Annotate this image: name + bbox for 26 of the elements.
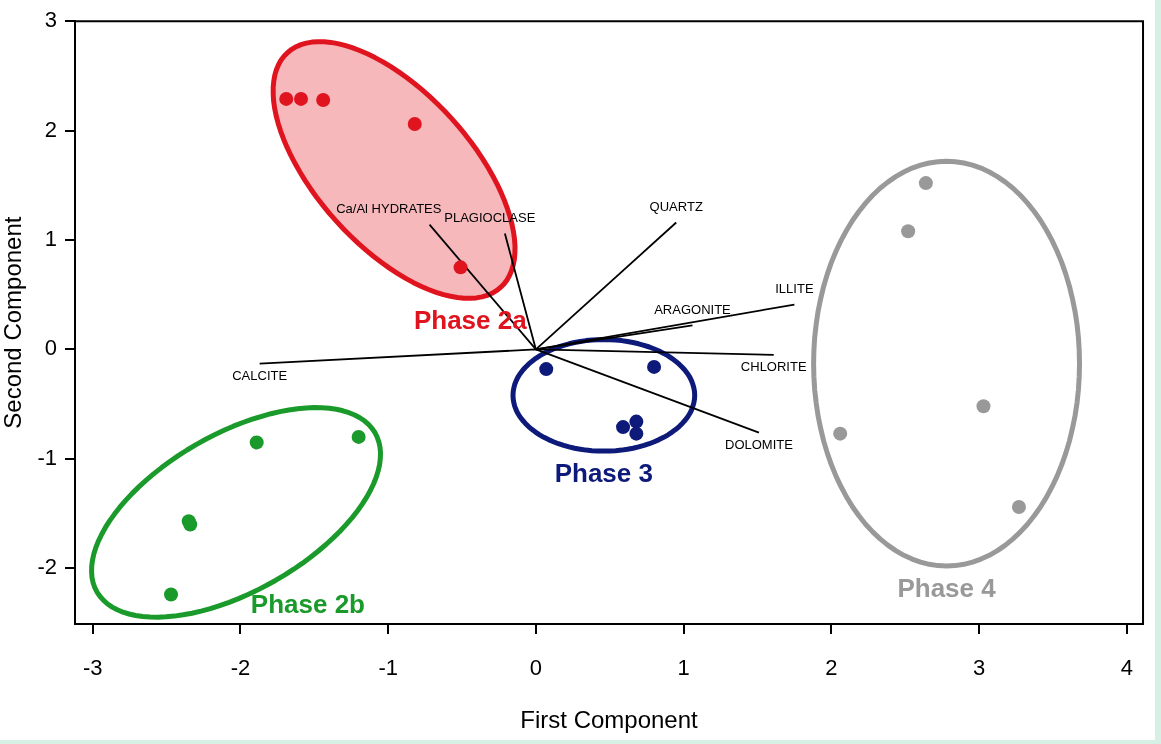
x-axis-title: First Component [520,706,699,734]
y-tick-label: 0 [44,335,57,361]
x-tick-label: -1 [378,655,398,681]
annotation: ILLITE [775,281,814,297]
y-tick-label: 3 [44,7,57,33]
y-tick-label: -1 [37,444,57,470]
x-tick-label: 1 [677,655,690,681]
y-tick-label: 1 [44,226,57,252]
text: Phase 4 [897,572,997,603]
series-label: Phase 3 [554,458,653,489]
annotation: CALCITE [232,368,288,384]
x-tick-label: 4 [1120,655,1133,681]
x-tick-label: 3 [972,655,986,681]
annotation: DOLOMITE [725,437,794,453]
y-tick-label: -2 [37,554,57,580]
x-tick-label: 2 [825,655,838,681]
annotation: Ca/Al HYDRATES [336,201,442,217]
annotation: CHLORITE [740,359,807,375]
x-tick-label: -2 [230,655,251,681]
y-tick-label: 2 [44,116,57,142]
annotation: QUARTZ [649,199,703,215]
annotation: ARAGONITE [654,301,732,317]
x-tick-label: 0 [529,655,543,681]
x-tick-label: -3 [82,655,103,681]
text: Phase 2b [250,588,365,619]
y-axis-title: Second Component [0,216,27,429]
